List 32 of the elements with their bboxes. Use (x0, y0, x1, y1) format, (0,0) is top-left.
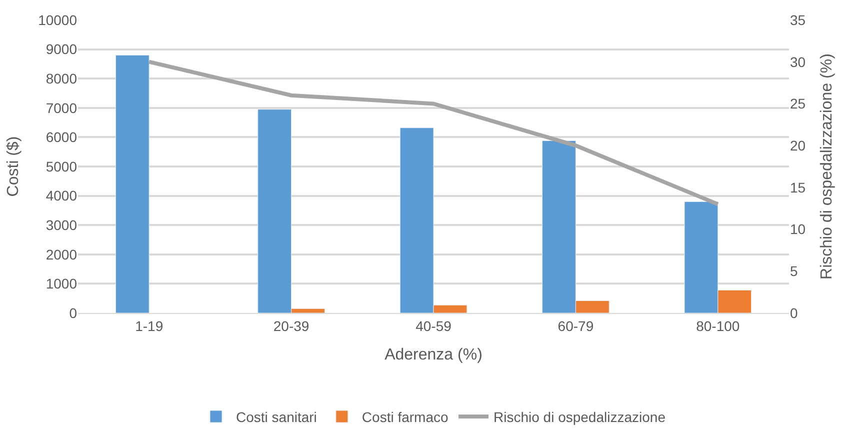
line-series (147, 60, 720, 206)
x-tick-label: 40-59 (416, 318, 452, 334)
y-tick-label: 5000 (46, 158, 78, 174)
y2-tick-label: 10 (790, 221, 806, 238)
y-tick-label: 9000 (46, 41, 78, 58)
y-tick-label: 10000 (38, 12, 78, 28)
y2-tick-label: 15 (790, 179, 806, 196)
x-axis-title: Aderenza (%) (384, 346, 482, 364)
y-tick-label: 0 (69, 304, 78, 321)
legend-label: Rischio di ospedalizzazione (493, 408, 666, 425)
y-tick-label: 7000 (46, 100, 78, 116)
y-tick-label: 8000 (46, 70, 78, 86)
y2-tick-label: 30 (790, 54, 806, 70)
y2-tick-label: 35 (790, 12, 806, 28)
y2-tick-label: 5 (790, 263, 798, 280)
y-axis-title: Costi ($) (4, 136, 22, 197)
legend-label: Costi farmaco (362, 408, 448, 425)
x-tick-label: 20-39 (273, 318, 310, 334)
y-tick-label: 6000 (46, 129, 78, 146)
bar (115, 54, 150, 313)
y-tick-label: 1000 (46, 276, 78, 292)
legend-label: Costi sanitari (236, 408, 317, 425)
y-tick-label: 4000 (46, 188, 78, 204)
y2-axis-title: Rischio di ospedalizzazione (%) (818, 54, 836, 280)
x-tick-label: 80-100 (696, 318, 740, 334)
x-tick-label: 60-79 (558, 318, 594, 334)
y2-tick-label: 25 (790, 96, 806, 112)
y2-tick-label: 20 (790, 137, 806, 154)
y-tick-label: 2000 (46, 246, 78, 262)
x-tick-label: 1-19 (135, 318, 164, 334)
y-tick-label: 3000 (46, 217, 78, 233)
y2-tick-label: 0 (790, 304, 798, 321)
